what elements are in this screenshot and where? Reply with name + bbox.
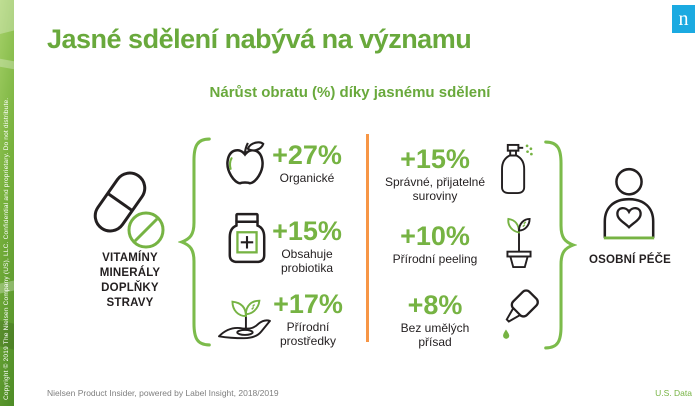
person-heart-icon <box>599 166 659 249</box>
stat-natural-remedies: +17% Přírodní prostředky <box>264 291 352 349</box>
stat-no-additives: +8% Bez umělých přísad <box>379 292 491 350</box>
stat-organic: +27% Organické <box>264 142 350 186</box>
stat-probiotics-label: Obsahuje probiotika <box>280 247 334 275</box>
region-note: U.S. Data <box>655 388 692 398</box>
stat-natural-remedies-value: +17% <box>273 289 343 319</box>
stat-no-additives-value: +8% <box>407 290 463 320</box>
hand-sprout-icon <box>215 293 273 348</box>
pill-prohibited-icon <box>86 164 170 261</box>
stat-acceptable-ingredients-label: Správné, přijatelné suroviny <box>384 175 486 203</box>
bar-facet <box>0 58 14 70</box>
bar-facet <box>0 0 14 35</box>
vitamins-group-label: VITAMÍNY MINERÁLY DOPLŇKY STRAVY <box>99 252 161 309</box>
orange-divider <box>366 134 369 342</box>
source-note: Nielsen Product Insider, powered by Labe… <box>47 388 279 398</box>
nielsen-logo: n <box>672 5 695 33</box>
stat-no-additives-label: Bez umělých přísad <box>400 321 470 349</box>
stat-natural-peeling-label: Přírodní peeling <box>392 252 478 266</box>
page-title: Jasné sdělení nabývá na významu <box>47 24 472 54</box>
stat-acceptable-ingredients: +15% Správné, přijatelné suroviny <box>379 146 491 204</box>
stat-natural-peeling-value: +10% <box>400 221 470 251</box>
stat-natural-remedies-label: Přírodní prostředky <box>279 320 337 348</box>
stat-natural-peeling: +10% Přírodní peeling <box>379 223 491 267</box>
stat-probiotics: +15% Obsahuje probiotika <box>264 218 350 276</box>
potted-plant-icon <box>498 217 540 274</box>
probiotics-jar-icon <box>225 212 269 269</box>
stat-probiotics-value: +15% <box>272 216 342 246</box>
right-curly-brace <box>544 140 577 350</box>
stat-organic-value: +27% <box>272 140 342 170</box>
apple-icon <box>221 138 269 197</box>
green-edge-bar <box>0 0 14 406</box>
dropper-bottle-icon <box>493 288 543 351</box>
page-subtitle: Nárůst obratu (%) díky jasnému sdělení <box>209 84 491 101</box>
spray-bottle-icon <box>497 143 534 200</box>
stat-organic-label: Organické <box>279 171 335 185</box>
nielsen-logo-letter: n <box>678 8 689 30</box>
copyright-vertical-text: Copyright © 2019 The Nielsen Company (US… <box>3 97 10 400</box>
left-curly-brace <box>178 137 211 347</box>
stat-acceptable-ingredients-value: +15% <box>400 144 470 174</box>
personal-care-group-label: OSOBNÍ PÉČE <box>588 254 672 266</box>
